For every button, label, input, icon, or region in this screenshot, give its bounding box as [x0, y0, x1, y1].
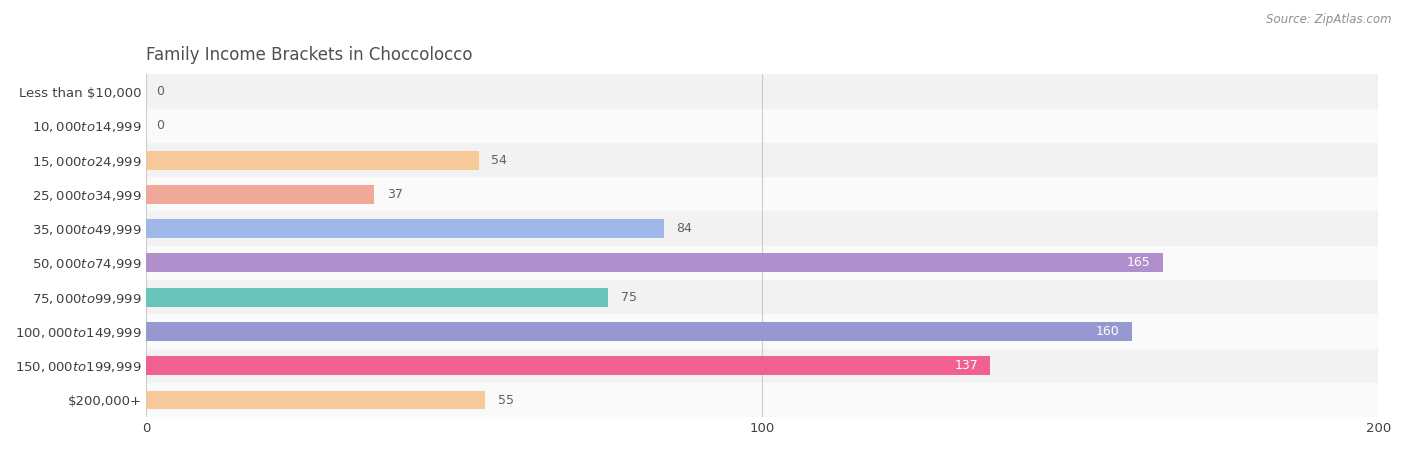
Bar	[146, 253, 1163, 272]
Bar	[146, 151, 479, 170]
Text: 165: 165	[1126, 256, 1150, 270]
Bar	[146, 246, 1378, 280]
Text: Source: ZipAtlas.com: Source: ZipAtlas.com	[1267, 14, 1392, 27]
Bar	[146, 383, 1378, 417]
Bar	[146, 322, 1132, 341]
Bar	[146, 314, 1378, 349]
Text: 0: 0	[156, 119, 163, 132]
Bar	[146, 349, 1378, 383]
Text: 54: 54	[491, 153, 508, 166]
Text: 37: 37	[387, 188, 402, 201]
Text: 137: 137	[955, 359, 979, 372]
Bar	[146, 177, 1378, 212]
Bar	[146, 219, 664, 238]
Text: 0: 0	[156, 85, 163, 98]
Text: Family Income Brackets in Choccolocco: Family Income Brackets in Choccolocco	[146, 46, 472, 64]
Bar	[146, 356, 990, 375]
Bar	[146, 280, 1378, 314]
Bar	[146, 185, 374, 204]
Text: 160: 160	[1095, 325, 1119, 338]
Bar	[146, 391, 485, 410]
Bar	[146, 143, 1378, 177]
Bar	[146, 74, 1378, 108]
Text: 84: 84	[676, 222, 692, 235]
Bar	[146, 212, 1378, 246]
Text: 55: 55	[498, 393, 513, 406]
Bar	[146, 288, 609, 306]
Bar	[146, 108, 1378, 143]
Text: 75: 75	[620, 291, 637, 304]
